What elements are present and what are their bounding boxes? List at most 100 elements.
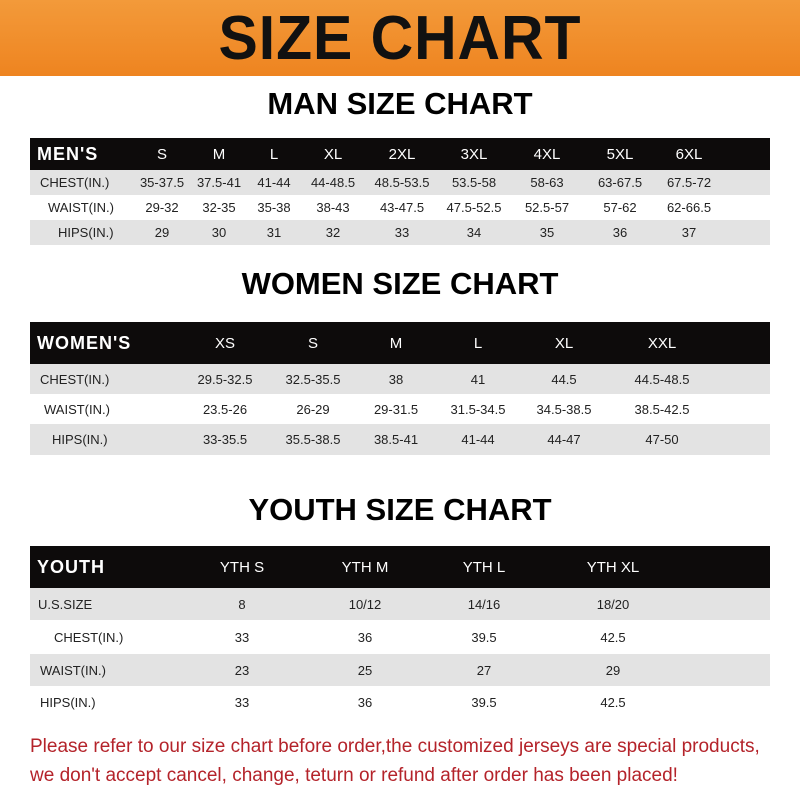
table-cell: 32 (325, 225, 341, 240)
table-label: MEN'S (37, 143, 99, 164)
size-header: 2XL (388, 145, 416, 163)
table-cell: 33 (234, 629, 250, 645)
size-header: XL (323, 145, 343, 163)
size-header: 4XL (533, 145, 561, 163)
table-cell: 38.5-42.5 (634, 401, 690, 417)
note-line-2: we don't accept cancel, change, teturn o… (30, 765, 678, 786)
table-cell: 33-35.5 (202, 432, 248, 447)
table-cell: 57-62 (603, 200, 637, 215)
row-label: HIPS(IN.) (40, 694, 96, 710)
table-cell: 37.5-41 (196, 175, 242, 190)
table-cell: 38.5-41 (373, 432, 419, 447)
table-cell: 44-48.5 (310, 175, 356, 190)
size-header: YTH S (219, 558, 265, 576)
table-cell: 27 (476, 662, 492, 678)
row-label: HIPS(IN.) (52, 432, 108, 447)
table-cell: 44.5 (551, 371, 577, 387)
banner: SIZE CHART (0, 0, 800, 76)
size-header: 5XL (606, 145, 634, 163)
row-label: WAIST(IN.) (48, 200, 114, 215)
table-cell: 36 (612, 225, 628, 240)
size-header: L (269, 145, 279, 163)
table-cell: 10/12 (348, 596, 382, 612)
page-title: SIZE CHART (218, 3, 582, 73)
table-cell: 41-44 (461, 432, 495, 447)
table-row: WAIST(IN.) 29-32 32-35 35-38 38-43 43-47.5 47.… (30, 195, 770, 220)
men-title: MAN SIZE CHART (267, 86, 533, 121)
table-cell: 29-31.5 (373, 401, 419, 417)
table-label: YOUTH (37, 556, 105, 577)
table-cell: 25 (357, 662, 373, 678)
table-cell: 62-66.5 (666, 200, 712, 215)
table-cell: 34 (466, 225, 482, 240)
table-cell: 29 (154, 225, 170, 240)
table-cell: 52.5-57 (524, 200, 570, 215)
youth-size-table: YOUTH YTH S YTH M YTH L YTH XL U.S.SIZE 8 10/12… (30, 546, 770, 718)
table-cell: 18/20 (596, 596, 630, 612)
table-row: CHEST(IN.) 29.5-32.5 32.5-35.5 38 41 44.5 44.5… (30, 364, 770, 394)
size-header: S (307, 334, 319, 352)
table-cell: 32-35 (202, 200, 236, 215)
size-header: YTH M (341, 558, 389, 576)
men-size-table: MEN'S S M L XL 2XL 3XL 4XL 5XL 6XL CHEST(IN.) 35-37… (30, 138, 770, 245)
header-row: MEN'S S M L XL 2XL 3XL 4XL 5XL 6XL (30, 138, 770, 170)
table-row: CHEST(IN.) 35-37.5 37.5-41 41-44 44-48.5 48.5… (30, 170, 770, 195)
size-header: M (389, 334, 403, 352)
table-cell: 36 (357, 694, 373, 710)
size-header: M (212, 145, 226, 163)
table-cell: 26-29 (296, 401, 330, 417)
table-cell: 42.5 (600, 629, 626, 645)
size-header: S (156, 145, 168, 163)
table-cell: 42.5 (600, 694, 626, 710)
table-row: U.S.SIZE 8 10/12 14/16 18/20 (30, 588, 770, 620)
row-label: WAIST(IN.) (40, 662, 106, 678)
table-cell: 43-47.5 (379, 200, 425, 215)
table-cell: 31.5-34.5 (450, 401, 506, 417)
youth-title: YOUTH SIZE CHART (248, 492, 552, 527)
table-cell: 33 (394, 225, 410, 240)
table-row: WAIST(IN.) 23 25 27 29 (30, 654, 770, 686)
table-cell: 63-67.5 (597, 175, 643, 190)
table-cell: 35 (539, 225, 555, 240)
row-label: CHEST(IN.) (54, 629, 124, 645)
table-cell: 33 (234, 694, 250, 710)
header-row: WOMEN'S XS S M L XL XXL (30, 322, 770, 364)
table-cell: 23 (234, 662, 250, 678)
table-row: HIPS(IN.) 33 36 39.5 42.5 (30, 686, 770, 718)
table-cell: 39.5 (471, 694, 497, 710)
table-cell: 32.5-35.5 (285, 371, 341, 387)
size-header: L (473, 334, 483, 352)
table-cell: 14/16 (467, 596, 501, 612)
table-cell: 35.5-38.5 (285, 432, 341, 447)
size-header: 6XL (675, 145, 703, 163)
row-label: HIPS(IN.) (58, 225, 114, 240)
size-header: XS (214, 334, 236, 352)
row-label: U.S.SIZE (38, 596, 93, 612)
women-title: WOMEN SIZE CHART (241, 266, 559, 301)
table-cell: 58-63 (530, 175, 564, 190)
table-label: WOMEN'S (37, 332, 132, 353)
table-row: WAIST(IN.) 23.5-26 26-29 29-31.5 31.5-34.5 34… (30, 394, 770, 424)
table-cell: 35-37.5 (139, 175, 185, 190)
table-cell: 29.5-32.5 (197, 371, 253, 387)
table-cell: 34.5-38.5 (536, 401, 592, 417)
women-size-table: WOMEN'S XS S M L XL XXL CHEST(IN.) 29.5-32.5 32.5… (30, 322, 770, 455)
header-row: YOUTH YTH S YTH M YTH L YTH XL (30, 546, 770, 588)
table-cell: 29-32 (145, 200, 179, 215)
size-header: XXL (647, 334, 677, 352)
table-cell: 47.5-52.5 (446, 200, 502, 215)
table-cell: 35-38 (257, 200, 291, 215)
table-cell: 31 (266, 225, 282, 240)
table-row: CHEST(IN.) 33 36 39.5 42.5 (30, 620, 770, 654)
table-cell: 53.5-58 (451, 175, 497, 190)
size-header: YTH L (462, 558, 506, 576)
table-cell: 48.5-53.5 (374, 175, 430, 190)
table-cell: 36 (357, 629, 373, 645)
note-line-1: Please refer to our size chart before or… (30, 736, 760, 757)
table-cell: 38-43 (316, 200, 350, 215)
table-cell: 29 (605, 662, 621, 678)
table-row: HIPS(IN.) 29 30 31 32 33 34 35 36 37 (30, 220, 770, 245)
table-cell: 8 (238, 596, 246, 612)
row-label: CHEST(IN.) (40, 371, 110, 387)
table-cell: 41 (470, 371, 486, 387)
